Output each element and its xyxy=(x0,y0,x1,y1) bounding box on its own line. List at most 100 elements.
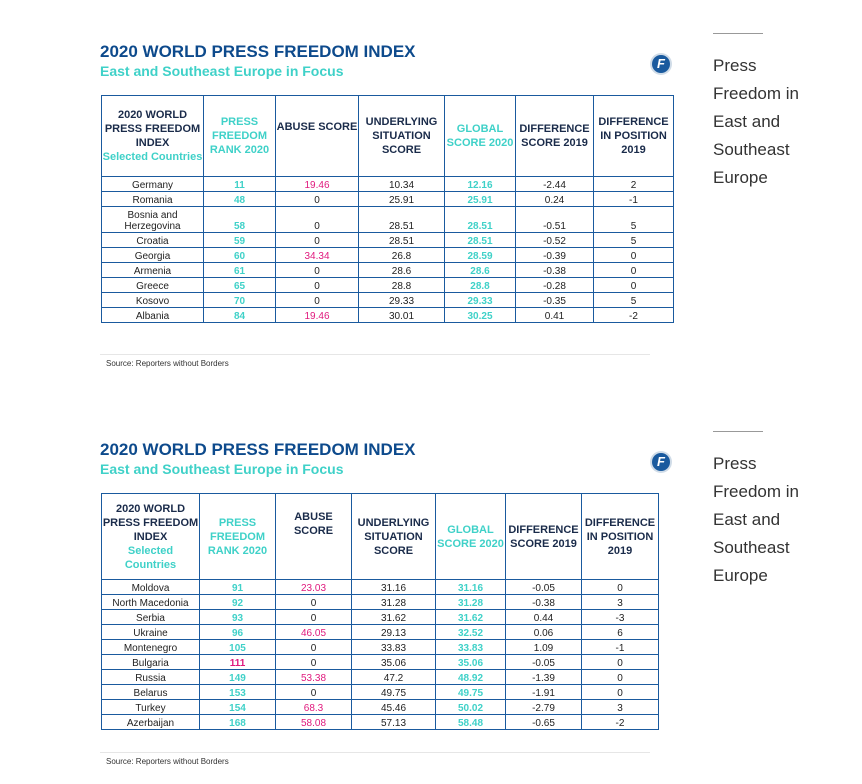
cell-global: 12.16 xyxy=(444,176,516,192)
sidebar-caption-2: Press Freedom in East and Southeast Euro… xyxy=(713,431,823,590)
cell-underlying: 47.2 xyxy=(351,669,436,685)
cell-country: Romania xyxy=(101,191,204,207)
cell-diff-pos: 0 xyxy=(581,669,659,685)
cell-abuse: 58.08 xyxy=(275,714,352,730)
cell-country: Russia xyxy=(101,669,200,685)
header-abuse: ABUSE SCORE xyxy=(275,95,359,177)
table-row: Serbia 93 0 31.62 31.62 0.44 -3 xyxy=(101,609,659,625)
cell-diff-pos: 0 xyxy=(581,579,659,595)
cell-diff-score: -1.91 xyxy=(505,684,582,700)
cell-rank: 91 xyxy=(199,579,276,595)
header-underlying: UNDERLYING SITUATION SCORE xyxy=(358,95,445,177)
table-row: Belarus 153 0 49.75 49.75 -1.91 0 xyxy=(101,684,659,700)
cell-diff-score: -0.38 xyxy=(515,262,594,278)
cell-global: 33.83 xyxy=(435,639,506,655)
header-country: 2020 WORLD PRESS FREEDOM INDEX Selected … xyxy=(101,493,200,580)
press-freedom-table-2: 2020 WORLD PRESS FREEDOM INDEX Selected … xyxy=(101,493,659,730)
header-global: GLOBAL SCORE 2020 xyxy=(435,493,506,580)
header-abuse: ABUSE SCORE xyxy=(275,493,352,580)
header-global: GLOBAL SCORE 2020 xyxy=(444,95,516,177)
cell-diff-score: -0.39 xyxy=(515,247,594,263)
cell-diff-pos: -1 xyxy=(593,191,674,207)
cell-rank: 58 xyxy=(203,206,276,233)
table-row: Albania 84 19.46 30.01 30.25 0.41 -2 xyxy=(101,307,674,323)
cell-diff-score: -2.44 xyxy=(515,176,594,192)
sidebar-caption-1: Press Freedom in East and Southeast Euro… xyxy=(713,33,823,192)
cell-diff-score: -0.05 xyxy=(505,579,582,595)
cell-diff-pos: 0 xyxy=(593,247,674,263)
header-country-sub: Selected Countries xyxy=(102,151,203,163)
cell-abuse: 0 xyxy=(275,277,359,293)
cell-global: 28.51 xyxy=(444,206,516,233)
cell-rank: 153 xyxy=(199,684,276,700)
cell-abuse: 68.3 xyxy=(275,699,352,715)
cell-country: Turkey xyxy=(101,699,200,715)
cell-global: 50.02 xyxy=(435,699,506,715)
source-note: Source: Reporters without Borders xyxy=(106,359,229,368)
cell-country: North Macedonia xyxy=(101,594,200,610)
cell-rank: 48 xyxy=(203,191,276,207)
cell-underlying: 29.13 xyxy=(351,624,436,640)
cell-country: Moldova xyxy=(101,579,200,595)
cell-underlying: 57.13 xyxy=(351,714,436,730)
cell-abuse: 0 xyxy=(275,684,352,700)
cell-country: Montenegro xyxy=(101,639,200,655)
table-row: Greece 65 0 28.8 28.8 -0.28 0 xyxy=(101,277,674,293)
brand-logo-icon: F xyxy=(652,453,670,471)
cell-diff-pos: -2 xyxy=(593,307,674,323)
table-row: Kosovo 70 0 29.33 29.33 -0.35 5 xyxy=(101,292,674,308)
caption-divider xyxy=(713,33,763,34)
cell-global: 35.06 xyxy=(435,654,506,670)
cell-rank: 111 xyxy=(199,654,276,670)
source-note: Source: Reporters without Borders xyxy=(106,757,229,766)
cell-country: Armenia xyxy=(101,262,204,278)
cell-diff-score: -0.51 xyxy=(515,206,594,233)
cell-diff-pos: 6 xyxy=(581,624,659,640)
table-row: Montenegro 105 0 33.83 33.83 1.09 -1 xyxy=(101,639,659,655)
cell-diff-pos: -3 xyxy=(581,609,659,625)
cell-global: 28.8 xyxy=(444,277,516,293)
cell-abuse: 34.34 xyxy=(275,247,359,263)
cell-global: 28.6 xyxy=(444,262,516,278)
header-diff-position: DIFFERENCE IN POSITION 2019 xyxy=(593,95,674,177)
cell-global: 48.92 xyxy=(435,669,506,685)
cell-underlying: 33.83 xyxy=(351,639,436,655)
cell-abuse: 0 xyxy=(275,654,352,670)
cell-underlying: 31.28 xyxy=(351,594,436,610)
caption-text: Press Freedom in East and Southeast Euro… xyxy=(713,56,799,187)
cell-global: 25.91 xyxy=(444,191,516,207)
header-country: 2020 WORLD PRESS FREEDOM INDEX Selected … xyxy=(101,95,204,177)
cell-underlying: 25.91 xyxy=(358,191,445,207)
cell-rank: 11 xyxy=(203,176,276,192)
cell-country: Bosnia and Herzegovina xyxy=(101,206,204,233)
cell-underlying: 49.75 xyxy=(351,684,436,700)
cell-diff-score: 0.44 xyxy=(505,609,582,625)
cell-abuse: 0 xyxy=(275,232,359,248)
cell-underlying: 28.51 xyxy=(358,206,445,233)
cell-country: Greece xyxy=(101,277,204,293)
cell-abuse: 23.03 xyxy=(275,579,352,595)
cell-abuse: 0 xyxy=(275,191,359,207)
infographic-panel-2: 2020 WORLD PRESS FREEDOM INDEX East and … xyxy=(100,440,675,478)
cell-underlying: 31.16 xyxy=(351,579,436,595)
cell-rank: 154 xyxy=(199,699,276,715)
cell-diff-score: 0.06 xyxy=(505,624,582,640)
table-row: Russia 149 53.38 47.2 48.92 -1.39 0 xyxy=(101,669,659,685)
cell-rank: 93 xyxy=(199,609,276,625)
cell-diff-score: 0.24 xyxy=(515,191,594,207)
cell-rank: 105 xyxy=(199,639,276,655)
cell-diff-score: 1.09 xyxy=(505,639,582,655)
cell-global: 29.33 xyxy=(444,292,516,308)
table-row: Bulgaria 111 0 35.06 35.06 -0.05 0 xyxy=(101,654,659,670)
cell-rank: 60 xyxy=(203,247,276,263)
cell-diff-pos: 3 xyxy=(581,699,659,715)
table-row: Romania 48 0 25.91 25.91 0.24 -1 xyxy=(101,191,674,207)
cell-diff-pos: 0 xyxy=(593,277,674,293)
cell-abuse: 0 xyxy=(275,206,359,233)
panel-title: 2020 WORLD PRESS FREEDOM INDEX xyxy=(100,42,416,61)
cell-diff-score: -0.05 xyxy=(505,654,582,670)
source-divider xyxy=(100,752,650,753)
panel-subtitle: East and Southeast Europe in Focus xyxy=(100,461,344,477)
header-country-sub: Selected Countries xyxy=(124,544,177,571)
cell-country: Ukraine xyxy=(101,624,200,640)
